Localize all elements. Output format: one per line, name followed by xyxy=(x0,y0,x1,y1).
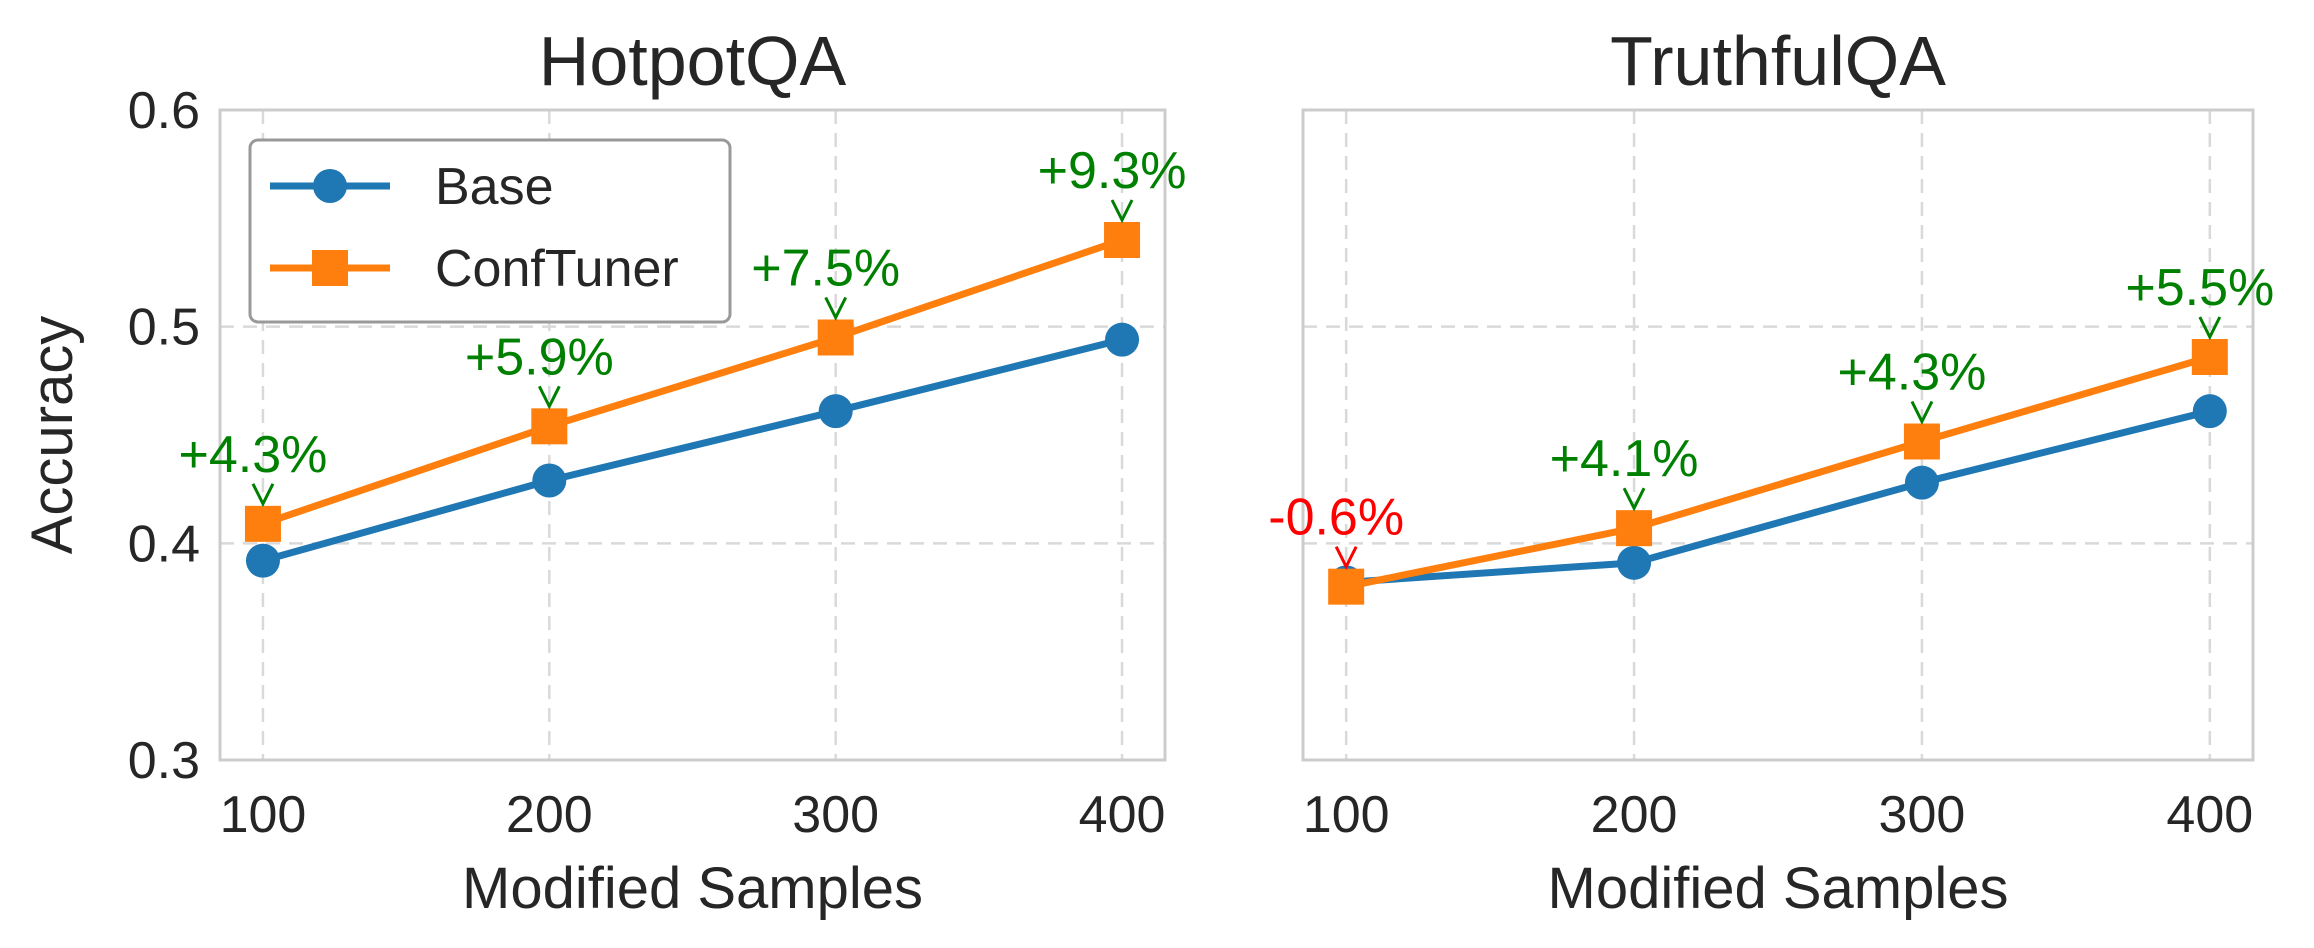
y-tick-label: 0.6 xyxy=(128,82,200,140)
data-point-base xyxy=(532,463,567,498)
improvement-annotation: +5.5% xyxy=(2125,259,2274,317)
improvement-annotation: +4.3% xyxy=(1837,344,1986,402)
x-tick-label: 300 xyxy=(792,786,879,844)
x-tick-label: 100 xyxy=(1303,786,1390,844)
y-tick-label: 0.3 xyxy=(128,732,200,790)
annotation-arrow xyxy=(2198,316,2222,341)
annotation-arrow xyxy=(1622,487,1646,512)
annotation-arrow xyxy=(1110,199,1134,224)
legend-marker-conftuner xyxy=(312,250,348,286)
annotation-arrow xyxy=(251,483,275,508)
y-tick-label: 0.5 xyxy=(128,299,200,357)
data-point-conftuner xyxy=(1616,510,1653,547)
annotation-arrow xyxy=(1334,545,1358,571)
x-tick-label: 300 xyxy=(1879,786,1966,844)
x-tick-label: 100 xyxy=(220,786,307,844)
data-point-base xyxy=(2192,394,2227,429)
improvement-annotation: +9.3% xyxy=(1038,142,1187,200)
data-point-base xyxy=(1904,465,1939,500)
improvement-annotation: +7.5% xyxy=(751,240,900,298)
data-point-base xyxy=(1617,545,1652,580)
chart-title: HotpotQA xyxy=(539,22,847,100)
improvement-annotation: +4.1% xyxy=(1550,430,1699,488)
x-tick-label: 400 xyxy=(2166,786,2253,844)
data-point-conftuner xyxy=(531,408,568,445)
legend-label-conftuner: ConfTuner xyxy=(435,240,679,298)
data-point-conftuner xyxy=(817,319,854,356)
data-point-base xyxy=(1105,322,1140,357)
panel-truthfulqa: TruthfulQA Modified Samples 100 200 300 400 -0… xyxy=(1268,22,2274,921)
data-point-conftuner xyxy=(2191,339,2228,375)
x-axis-label: Modified Samples xyxy=(462,856,923,921)
panel-hotpotqa: HotpotQA Modified Samples Accuracy 100 200 30… xyxy=(20,22,1186,921)
legend: Base ConfTuner xyxy=(248,138,732,324)
y-tick-label: 0.4 xyxy=(128,515,200,573)
improvement-annotation: -0.6% xyxy=(1268,489,1404,547)
chart-title: TruthfulQA xyxy=(1610,22,1946,100)
x-axis-label: Modified Samples xyxy=(1548,856,2009,921)
data-point-base xyxy=(245,543,280,578)
x-tick-label: 200 xyxy=(1591,786,1678,844)
series-line-base xyxy=(1342,407,2214,586)
annotation-arrow xyxy=(1910,400,1934,425)
annotation-arrow xyxy=(537,385,561,410)
plot-frame xyxy=(218,108,1167,762)
series-line-conftuner xyxy=(259,236,1126,528)
series-line-conftuner xyxy=(1342,353,2214,591)
legend-label-base: Base xyxy=(435,158,554,216)
series-line-base xyxy=(259,336,1126,565)
improvement-annotation: +5.9% xyxy=(465,328,614,386)
legend-marker-base xyxy=(313,169,347,203)
data-point-base xyxy=(818,394,853,429)
improvement-annotation: +4.3% xyxy=(179,426,328,484)
annotation-arrow xyxy=(824,296,848,321)
x-tick-label: 400 xyxy=(1079,786,1166,844)
x-tick-label: 200 xyxy=(506,786,593,844)
plot-frame xyxy=(1301,108,2255,762)
y-axis-label: Accuracy xyxy=(20,316,85,555)
data-point-conftuner xyxy=(1104,222,1141,258)
data-point-conftuner xyxy=(1328,568,1365,605)
data-point-conftuner xyxy=(1903,423,1940,460)
data-point-conftuner xyxy=(244,505,281,542)
